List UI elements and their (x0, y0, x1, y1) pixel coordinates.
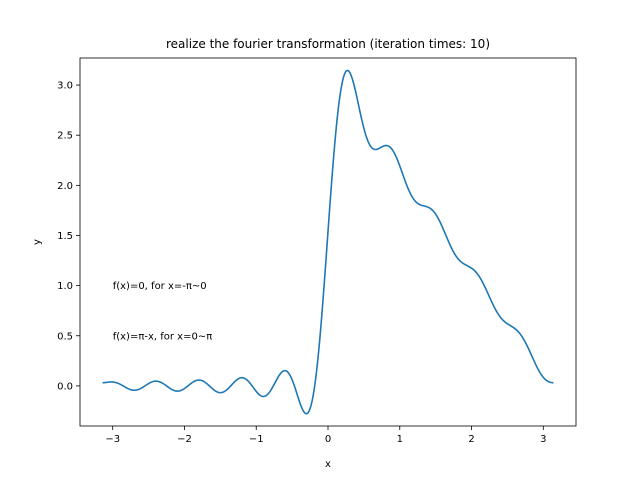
x-axis-ticks: −3 −2 −1 0 1 2 3 (105, 426, 546, 445)
chart-title: realize the fourier transformation (iter… (166, 37, 490, 51)
y-tick-label: 0.5 (57, 331, 73, 342)
x-tick-label: 0 (325, 434, 331, 445)
x-tick-label: 2 (468, 434, 474, 445)
y-tick-label: 2.0 (57, 181, 73, 192)
x-tick-label: −3 (105, 434, 120, 445)
y-tick-label: 2.5 (57, 131, 73, 142)
y-axis-ticks: 0.0 0.5 1.0 1.5 2.0 2.5 3.0 (57, 81, 80, 392)
y-tick-label: 1.5 (57, 231, 73, 242)
y-tick-label: 0.0 (57, 381, 73, 392)
x-tick-label: −2 (177, 434, 192, 445)
x-tick-label: −1 (249, 434, 264, 445)
x-tick-label: 3 (540, 434, 546, 445)
x-axis-title: x (325, 459, 331, 470)
y-axis-title: y (32, 239, 43, 245)
annotation-text: f(x)=π-x, for x=0~π (113, 331, 213, 342)
annotation-text: f(x)=0, for x=-π~0 (113, 281, 207, 292)
annotations: f(x)=0, for x=-π~0 f(x)=π-x, for x=0~π (113, 281, 213, 342)
series-line (102, 69, 554, 415)
x-tick-label: 1 (397, 434, 403, 445)
y-tick-label: 3.0 (57, 81, 73, 92)
y-tick-label: 1.0 (57, 281, 73, 292)
